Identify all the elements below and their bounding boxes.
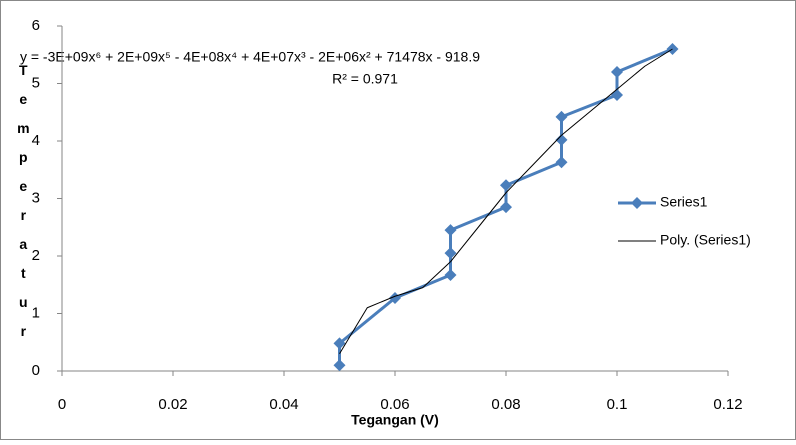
- point: [500, 201, 512, 214]
- y-tick-label: 4: [32, 132, 40, 149]
- x-tick-label: 0: [58, 396, 66, 413]
- x-tick-label: 0.08: [491, 396, 520, 413]
- point: [444, 268, 457, 281]
- y-tick-label: 5: [32, 74, 40, 91]
- x-tick-label: 0.06: [380, 396, 409, 413]
- point: [555, 110, 568, 123]
- y-tick-label: 3: [32, 189, 40, 206]
- legend-label: Series1: [660, 194, 708, 210]
- legend-marker: [631, 197, 643, 209]
- r-squared: R² = 0.971: [332, 71, 398, 87]
- x-tick-label: 0.12: [713, 396, 742, 413]
- series-line: [338, 47, 674, 366]
- point: [333, 359, 346, 372]
- point: [500, 179, 512, 192]
- point: [444, 224, 457, 237]
- point: [611, 66, 623, 78]
- y-tick-label: 2: [32, 247, 40, 264]
- legend-label: Poly. (Series1): [660, 232, 751, 248]
- point: [444, 247, 457, 260]
- trend-equation: y = -3E+09x⁶ + 2E+09x⁵ - 4E+08x⁴ + 4E+07…: [20, 49, 480, 65]
- trend-line: [339, 48, 673, 355]
- y-axis-label: Temperatur: [15, 62, 31, 352]
- y-tick-label: 6: [32, 17, 40, 34]
- x-tick-label: 0.1: [607, 396, 628, 413]
- x-tick-label: 0.04: [269, 396, 298, 413]
- point: [555, 156, 568, 169]
- point: [333, 337, 346, 350]
- y-tick-label: 0: [32, 362, 40, 379]
- x-axis-label: Tegangan (V): [351, 412, 439, 428]
- x-tick-label: 0.02: [158, 396, 187, 413]
- y-tick-label: 1: [32, 304, 40, 321]
- point: [555, 133, 568, 146]
